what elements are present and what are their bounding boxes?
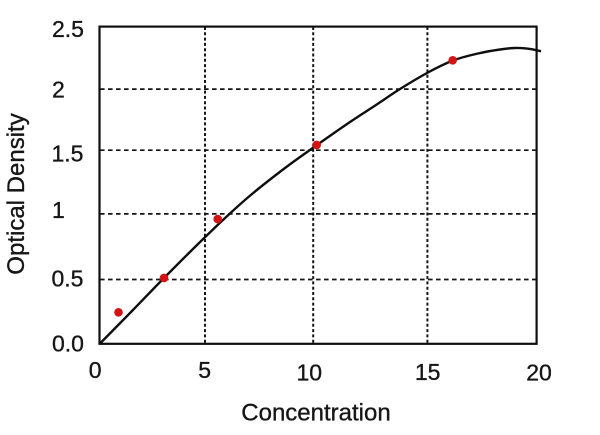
svg-text:Concentration: Concentration <box>241 400 390 427</box>
svg-text:0.5: 0.5 <box>52 265 84 291</box>
svg-text:20: 20 <box>526 360 552 386</box>
svg-text:Optical Density: Optical Density <box>3 113 30 274</box>
svg-text:0: 0 <box>89 357 102 383</box>
svg-text:1: 1 <box>52 197 65 223</box>
svg-text:1.5: 1.5 <box>52 140 84 166</box>
svg-text:10: 10 <box>297 360 323 386</box>
svg-text:2: 2 <box>52 76 65 102</box>
svg-text:0.0: 0.0 <box>52 331 84 357</box>
svg-text:5: 5 <box>198 357 211 383</box>
svg-text:2.5: 2.5 <box>52 16 84 42</box>
svg-text:15: 15 <box>415 359 441 385</box>
